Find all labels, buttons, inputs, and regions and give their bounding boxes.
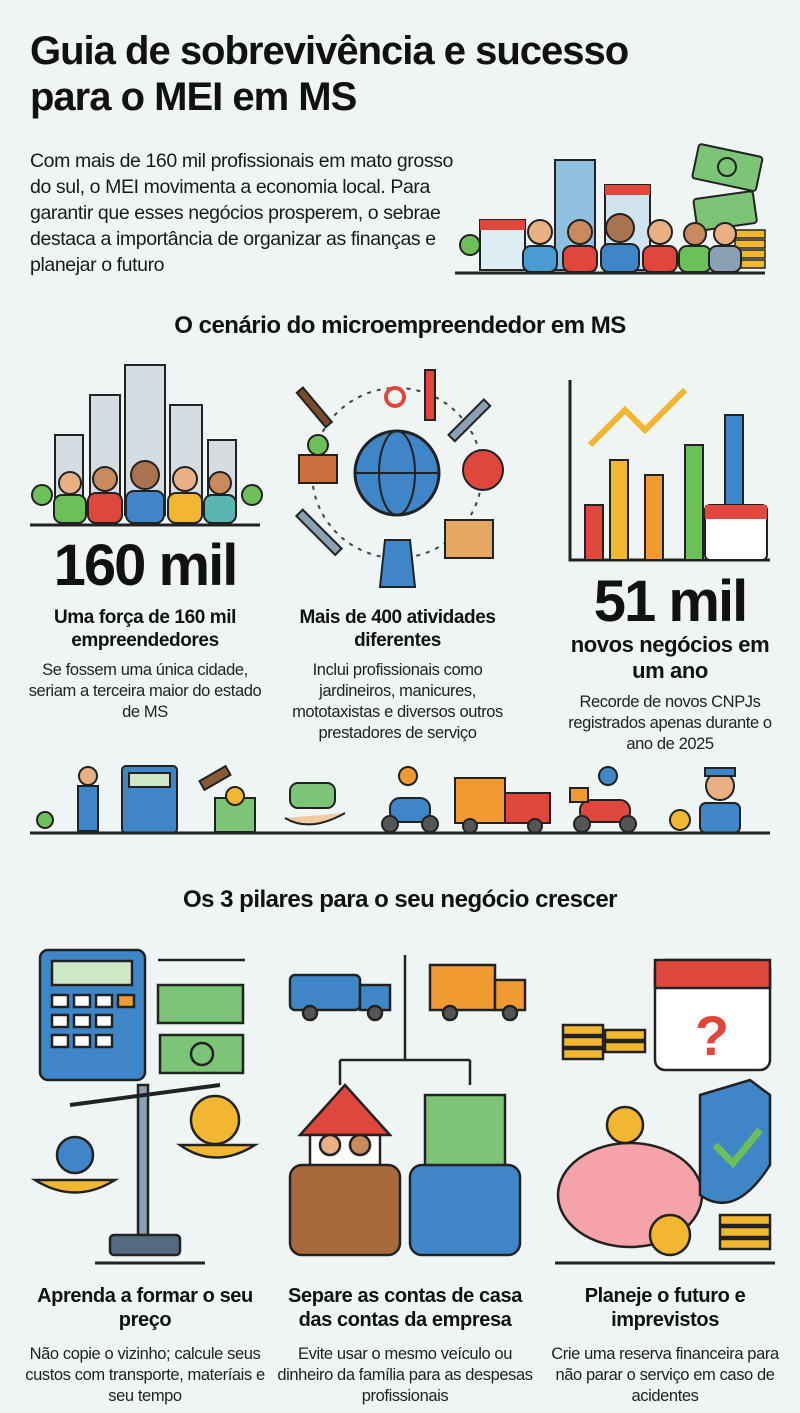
stat-160-mil: 160 mil Uma força de 160 mil empreendedo… — [20, 536, 270, 723]
stat-desc: Inclui profissionais como jardineiros, m… — [292, 661, 503, 742]
scenario-heading: O cenário do microempreendedor em MS — [174, 312, 626, 339]
stat-desc: Se fossem uma única cidade, seriam a ter… — [28, 661, 262, 721]
stat-title: Uma força de 160 mil empreendedores — [53, 607, 237, 651]
professions-icon-strip — [30, 764, 770, 835]
svg-text:?: ? — [695, 1004, 729, 1067]
pricing-calculator-scale-icon — [30, 948, 260, 1265]
stat-desc: Recorde de novos CNPJs registrados apena… — [568, 693, 772, 753]
pillar-desc: Não copie o vizinho; calcule seus custos… — [25, 1345, 265, 1405]
activities-globe-icon — [294, 369, 504, 588]
pillar-desc: Crie uma reserva financeira para não par… — [551, 1345, 779, 1405]
page-title: Guia de sobrevivência e sucesso para o M… — [30, 29, 629, 119]
stat-51-mil: 51 mil novos negócios em um ano Recorde … — [555, 572, 785, 755]
pillar-title: Aprenda a formar o seu preço — [37, 1285, 253, 1331]
pillar-pricing: Aprenda a formar o seu preço Não copie o… — [20, 1284, 270, 1407]
pillar-desc: Evite usar o mesmo veículo ou dinheiro d… — [277, 1345, 533, 1405]
stat-value: 51 mil — [593, 569, 748, 634]
stat-title: novos negócios em um ano — [570, 632, 770, 683]
city-crowd-icon — [30, 364, 263, 527]
pillar-title: Planeje o futuro e imprevistos — [584, 1285, 746, 1331]
pillar-separate-accounts: Separe as contas de casa das contas da e… — [275, 1284, 535, 1407]
stat-value: 160 mil — [53, 533, 239, 598]
pillar-future-planning: Planeje o futuro e imprevistos Crie uma … — [545, 1284, 785, 1407]
savings-piggy-shield-icon: ? — [555, 958, 775, 1265]
stat-400-atividades: Mais de 400 atividades diferentes Inclui… — [285, 606, 510, 744]
pillar-title: Separe as contas de casa das contas da e… — [288, 1285, 522, 1331]
pillars-heading: Os 3 pilares para o seu negócio crescer — [182, 886, 618, 913]
stat-title: Mais de 400 atividades diferentes — [299, 607, 496, 651]
intro-text: Com mais de 160 mil profissionais em mat… — [30, 150, 453, 276]
growth-bar-chart-icon — [568, 380, 770, 562]
separate-accounts-wallets-icon — [288, 955, 527, 1257]
city-people-money-illustration — [455, 143, 766, 275]
